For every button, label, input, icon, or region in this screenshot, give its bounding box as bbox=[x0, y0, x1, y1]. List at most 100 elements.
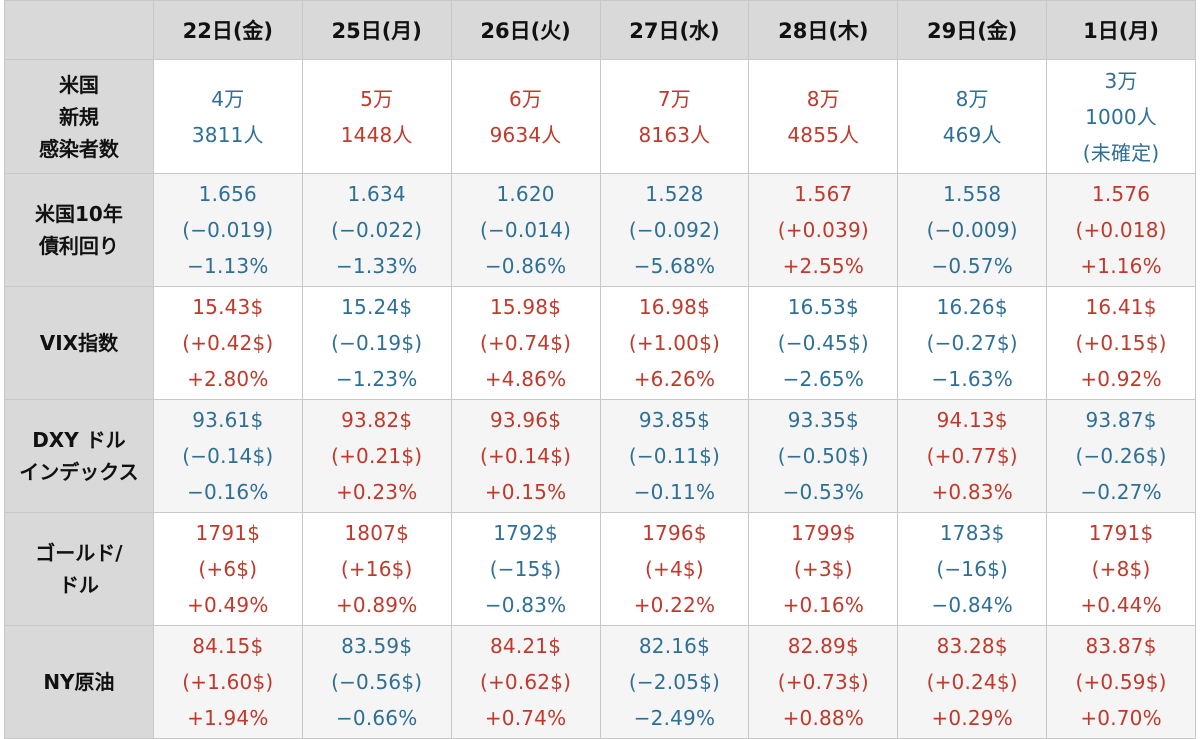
cell-value: +1.16% bbox=[1080, 254, 1162, 278]
cell-value: 1796$ bbox=[642, 521, 707, 545]
cell-value: 1.620 bbox=[496, 182, 555, 206]
row-label-line: インデックス bbox=[19, 460, 139, 484]
cell-value: 4855人 bbox=[787, 122, 860, 147]
data-cell: 16.98$ (+1.00$) +6.26% bbox=[599, 286, 750, 400]
cell-value: 1807$ bbox=[344, 521, 409, 545]
cell-value: −1.63% bbox=[931, 367, 1013, 391]
cell-value: 93.82$ bbox=[341, 408, 413, 432]
data-cell: 93.87$ (−0.26$) −0.27% bbox=[1046, 399, 1196, 513]
cell-value: 82.89$ bbox=[787, 634, 859, 658]
cell-value: (−0.14$) bbox=[182, 444, 274, 468]
column-header: 1日(月) bbox=[1046, 0, 1196, 60]
table-row: 米国10年 債利回り 1.656 (−0.019) −1.13% 1.634 (−0.022… bbox=[4, 173, 1196, 287]
table-row: ゴールド/ドル 1791$ (+6$) +0.49% 1807$ (+16$) +0.89%… bbox=[4, 512, 1196, 626]
cell-value: 93.87$ bbox=[1085, 408, 1157, 432]
cell-value: −0.27% bbox=[1080, 480, 1162, 504]
data-cell: 83.87$ (+0.59$) +0.70% bbox=[1046, 625, 1196, 739]
cell-value: 8万 bbox=[955, 86, 989, 111]
cell-value: −1.33% bbox=[335, 254, 418, 278]
cell-value: +6.26% bbox=[633, 367, 716, 391]
cell-value: (−0.092) bbox=[628, 218, 721, 242]
cell-value: −1.13% bbox=[187, 254, 269, 278]
cell-value: 16.98$ bbox=[638, 295, 711, 319]
header-row: 22日(金) 25日(月) 26日(火) 27日(水) 28日(木) 29日(金… bbox=[4, 0, 1196, 60]
cell-value: 15.98$ bbox=[489, 295, 562, 319]
cell-value: 82.16$ bbox=[638, 634, 711, 658]
data-cell: 15.98$ (+0.74$) +4.86% bbox=[450, 286, 601, 400]
cell-value: 8163人 bbox=[638, 122, 711, 147]
cell-value: 5万 bbox=[360, 86, 394, 111]
cell-value: −0.86% bbox=[484, 254, 567, 278]
cell-value: 83.28$ bbox=[936, 634, 1008, 658]
cell-value: 6万 bbox=[509, 86, 543, 111]
column-header: 29日(金) bbox=[897, 0, 1048, 60]
data-cell: 1791$ (+6$) +0.49% bbox=[152, 512, 303, 626]
cell-value: (+4$) bbox=[645, 557, 704, 581]
cell-value: 1.634 bbox=[347, 182, 406, 206]
cell-value: (−0.022) bbox=[331, 218, 423, 242]
cell-value: 4万 bbox=[211, 86, 245, 111]
cell-value: (+0.039) bbox=[777, 218, 869, 242]
cell-value: +0.49% bbox=[187, 593, 269, 617]
cell-value: +4.86% bbox=[484, 367, 567, 391]
data-cell: 83.59$ (−0.56$) −0.66% bbox=[301, 625, 452, 739]
cell-value: 1.576 bbox=[1091, 182, 1151, 206]
cell-value: (+0.42$) bbox=[182, 331, 274, 355]
row-label-line: NY原油 bbox=[43, 670, 115, 694]
cell-value: (+0.14$) bbox=[479, 444, 572, 468]
cell-value: (+0.018) bbox=[1075, 218, 1167, 242]
row-label-line: VIX指数 bbox=[39, 331, 119, 355]
cell-value: 1791$ bbox=[195, 521, 261, 545]
cell-value: (+0.77$) bbox=[926, 444, 1018, 468]
cell-value: (−0.45$) bbox=[777, 331, 869, 355]
corner-cell bbox=[4, 0, 154, 60]
cell-value: −1.23% bbox=[335, 367, 418, 391]
cell-value: (+0.24$) bbox=[926, 670, 1018, 694]
data-cell: 84.21$ (+0.62$) +0.74% bbox=[450, 625, 601, 739]
cell-value: (−0.56$) bbox=[331, 670, 423, 694]
cell-value: 16.26$ bbox=[936, 295, 1008, 319]
cell-value: −0.53% bbox=[782, 480, 865, 504]
cell-value: −0.16% bbox=[187, 480, 269, 504]
row-header: VIX指数 bbox=[4, 286, 154, 400]
cell-value: +0.22% bbox=[633, 593, 716, 617]
row-label-line: ドル bbox=[58, 573, 99, 597]
data-cell: 94.13$ (+0.77$) +0.83% bbox=[897, 399, 1048, 513]
data-cell: 83.28$ (+0.24$) +0.29% bbox=[897, 625, 1048, 739]
data-cell: 8万 469人 bbox=[897, 59, 1048, 174]
table-row: NY原油 84.15$ (+1.60$) +1.94% 83.59$ (−0.56$) −0… bbox=[4, 625, 1196, 739]
data-cell: 1.567 (+0.039) +2.55% bbox=[748, 173, 899, 287]
cell-value: 15.43$ bbox=[192, 295, 264, 319]
data-cell: 82.16$ (−2.05$) −2.49% bbox=[599, 625, 750, 739]
cell-value: (−16$) bbox=[936, 557, 1009, 581]
cell-value: 469人 bbox=[942, 122, 1002, 147]
cell-value: 1.528 bbox=[645, 182, 704, 206]
cell-value: 93.35$ bbox=[787, 408, 859, 432]
cell-value: 15.24$ bbox=[341, 295, 413, 319]
cell-value: (未確定) bbox=[1082, 140, 1160, 165]
cell-value: (−15$) bbox=[489, 557, 562, 581]
cell-value: (−0.009) bbox=[926, 218, 1018, 242]
cell-value: +2.55% bbox=[782, 254, 865, 278]
row-label-line: ゴールド/ bbox=[35, 541, 123, 565]
cell-value: +0.88% bbox=[782, 706, 865, 730]
cell-value: (−0.019) bbox=[182, 218, 274, 242]
data-cell: 82.89$ (+0.73$) +0.88% bbox=[748, 625, 899, 739]
cell-value: (+0.74$) bbox=[479, 331, 572, 355]
cell-value: (+6$) bbox=[198, 557, 258, 581]
cell-value: +2.80% bbox=[187, 367, 269, 391]
data-cell: 1792$ (−15$) −0.83% bbox=[450, 512, 601, 626]
cell-value: 16.53$ bbox=[787, 295, 859, 319]
table-row: VIX指数 15.43$ (+0.42$) +2.80% 15.24$ (−0.19$) −… bbox=[4, 286, 1196, 400]
row-label-line: 米国10年 bbox=[35, 202, 123, 226]
data-cell: 7万 8163人 bbox=[599, 59, 750, 174]
cell-value: (−0.014) bbox=[479, 218, 572, 242]
cell-value: 8万 bbox=[806, 86, 840, 111]
cell-value: (+16$) bbox=[340, 557, 413, 581]
row-header: 米国 新規 感染者数 bbox=[4, 59, 154, 174]
cell-value: +0.15% bbox=[484, 480, 567, 504]
cell-value: (+0.15$) bbox=[1075, 331, 1167, 355]
data-cell: 93.96$ (+0.14$) +0.15% bbox=[450, 399, 601, 513]
cell-value: (+3$) bbox=[793, 557, 853, 581]
column-header: 27日(水) bbox=[599, 0, 750, 60]
